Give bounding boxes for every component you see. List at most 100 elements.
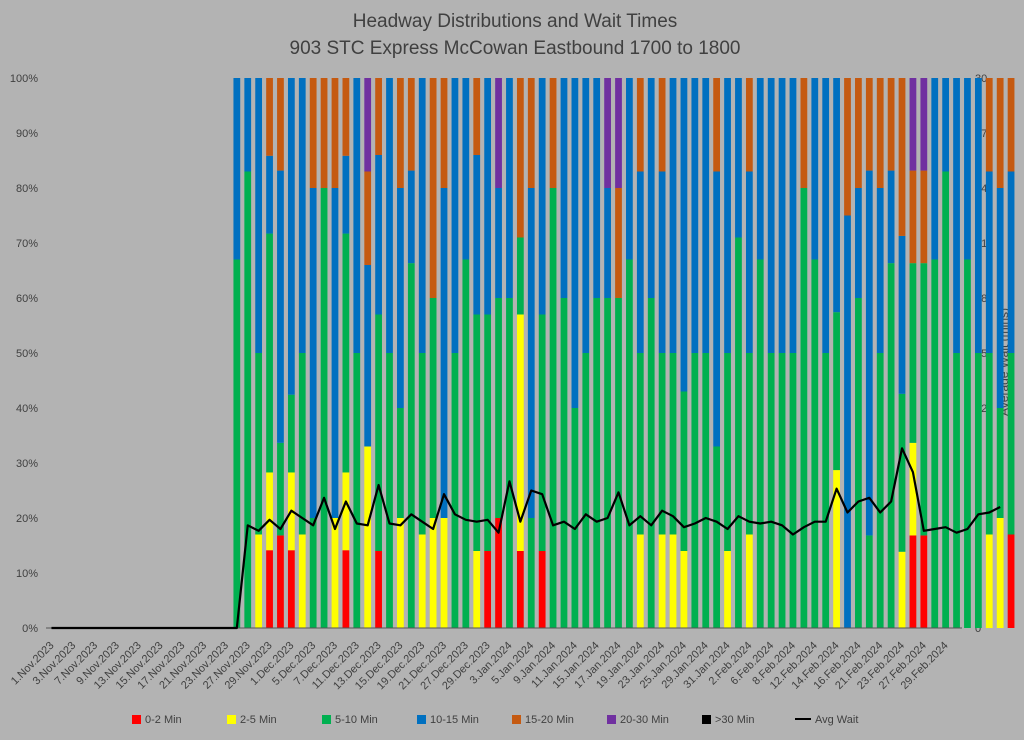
bar-segment	[516, 237, 524, 315]
bar-segment	[560, 78, 568, 298]
bar-segment	[440, 518, 448, 628]
bar-segment	[789, 353, 797, 628]
bar-segment	[309, 188, 317, 518]
y-tick-label: 60%	[16, 293, 38, 305]
bar-segment	[287, 78, 295, 395]
bar-segment	[484, 314, 492, 551]
bar-segment	[713, 78, 721, 172]
bar-segment	[920, 263, 928, 536]
bar-segment	[484, 78, 492, 315]
bar-segment	[1007, 171, 1015, 353]
bar-segment	[298, 78, 306, 353]
bar-segment	[920, 535, 928, 628]
bar-segment	[451, 353, 459, 628]
bar-segment	[331, 78, 339, 188]
bar-segment	[429, 518, 437, 628]
bar-segment	[876, 78, 884, 188]
chart-title: Headway Distributions and Wait Times	[353, 11, 678, 32]
bar-segment	[233, 78, 241, 260]
bar-segment	[266, 550, 273, 628]
bar-segment	[309, 518, 317, 628]
bar-segment	[582, 353, 590, 628]
y-tick-label: 100%	[10, 73, 38, 85]
bar-segment	[636, 353, 644, 535]
bar-segment	[669, 353, 677, 535]
bar-segment	[865, 535, 873, 628]
bar-segment	[386, 353, 393, 628]
bar-segment	[375, 314, 382, 551]
bar-segment	[473, 155, 481, 315]
bar-segment	[909, 170, 917, 264]
bar-segment	[658, 171, 666, 353]
bar-segment	[855, 78, 862, 188]
bar-segment	[266, 472, 273, 551]
bar-segment	[887, 170, 895, 264]
bar-segment	[691, 78, 699, 353]
bar-segment	[996, 408, 1004, 518]
bar-segment	[320, 78, 328, 188]
bar-segment	[516, 314, 524, 551]
bar-segment	[527, 188, 535, 518]
bar-segment	[735, 237, 742, 628]
bar-segment	[353, 353, 361, 628]
bar-segment	[244, 171, 252, 628]
bar-segment	[364, 446, 372, 628]
bar-segment	[942, 171, 950, 628]
bar-segment	[985, 353, 993, 535]
bar-segment	[636, 78, 644, 172]
legend-swatch	[417, 715, 426, 724]
bar-segment	[909, 442, 917, 536]
bar-segment	[909, 78, 917, 171]
bar-segment	[407, 78, 415, 171]
bar-segment	[800, 78, 808, 188]
legend-label: 10-15 Min	[430, 714, 479, 726]
bar-segment	[898, 235, 906, 394]
bar-segment	[462, 78, 470, 260]
bar-segment	[418, 534, 426, 628]
bar-segment	[418, 78, 426, 353]
bar-segment	[495, 78, 502, 188]
chart-subtitle: 903 STC Express McCowan Eastbound 1700 t…	[290, 38, 741, 59]
bar-segment	[658, 78, 666, 172]
bar-segment	[549, 188, 557, 628]
bar-segment	[615, 298, 622, 628]
bar-segment	[440, 78, 448, 188]
bar-segment	[277, 170, 284, 443]
bar-segment	[767, 353, 775, 628]
bar-segment	[953, 78, 960, 353]
legend-label: >30 Min	[715, 714, 754, 726]
bar-segment	[833, 78, 840, 313]
bar-segment	[593, 298, 601, 628]
bar-segment	[353, 78, 361, 353]
bar-segment	[756, 78, 764, 260]
bar-segment	[538, 78, 546, 315]
bar-segment	[440, 188, 448, 518]
bar-segment	[647, 78, 655, 298]
bar-segment	[604, 78, 611, 188]
bar-segment	[407, 170, 415, 264]
bar-segment	[996, 518, 1004, 628]
legend-swatch	[132, 715, 141, 724]
bar-segment	[560, 298, 568, 628]
bar-segment	[735, 78, 742, 238]
bar-segment	[724, 353, 731, 551]
legend-swatch	[607, 715, 616, 724]
bar-segment	[298, 353, 306, 535]
bar-segment	[386, 78, 393, 353]
bar-segment	[669, 78, 677, 353]
bar-segment	[549, 78, 557, 188]
bar-segment	[495, 518, 502, 628]
bar-segment	[495, 298, 502, 518]
bar-segment	[527, 518, 535, 628]
bar-segment	[974, 78, 982, 353]
bar-segment	[680, 551, 688, 628]
bar-segment	[473, 314, 481, 551]
bar-segment	[473, 78, 481, 155]
bar-segment	[876, 188, 884, 353]
bar-segment	[811, 259, 819, 628]
legend: 0-2 Min 2-5 Min 5-10 Min 10-15 Min 15-20 Min…	[132, 714, 858, 726]
legend-label: 20-30 Min	[620, 714, 669, 726]
bar-segment	[342, 155, 350, 234]
bar-segment	[462, 259, 470, 628]
